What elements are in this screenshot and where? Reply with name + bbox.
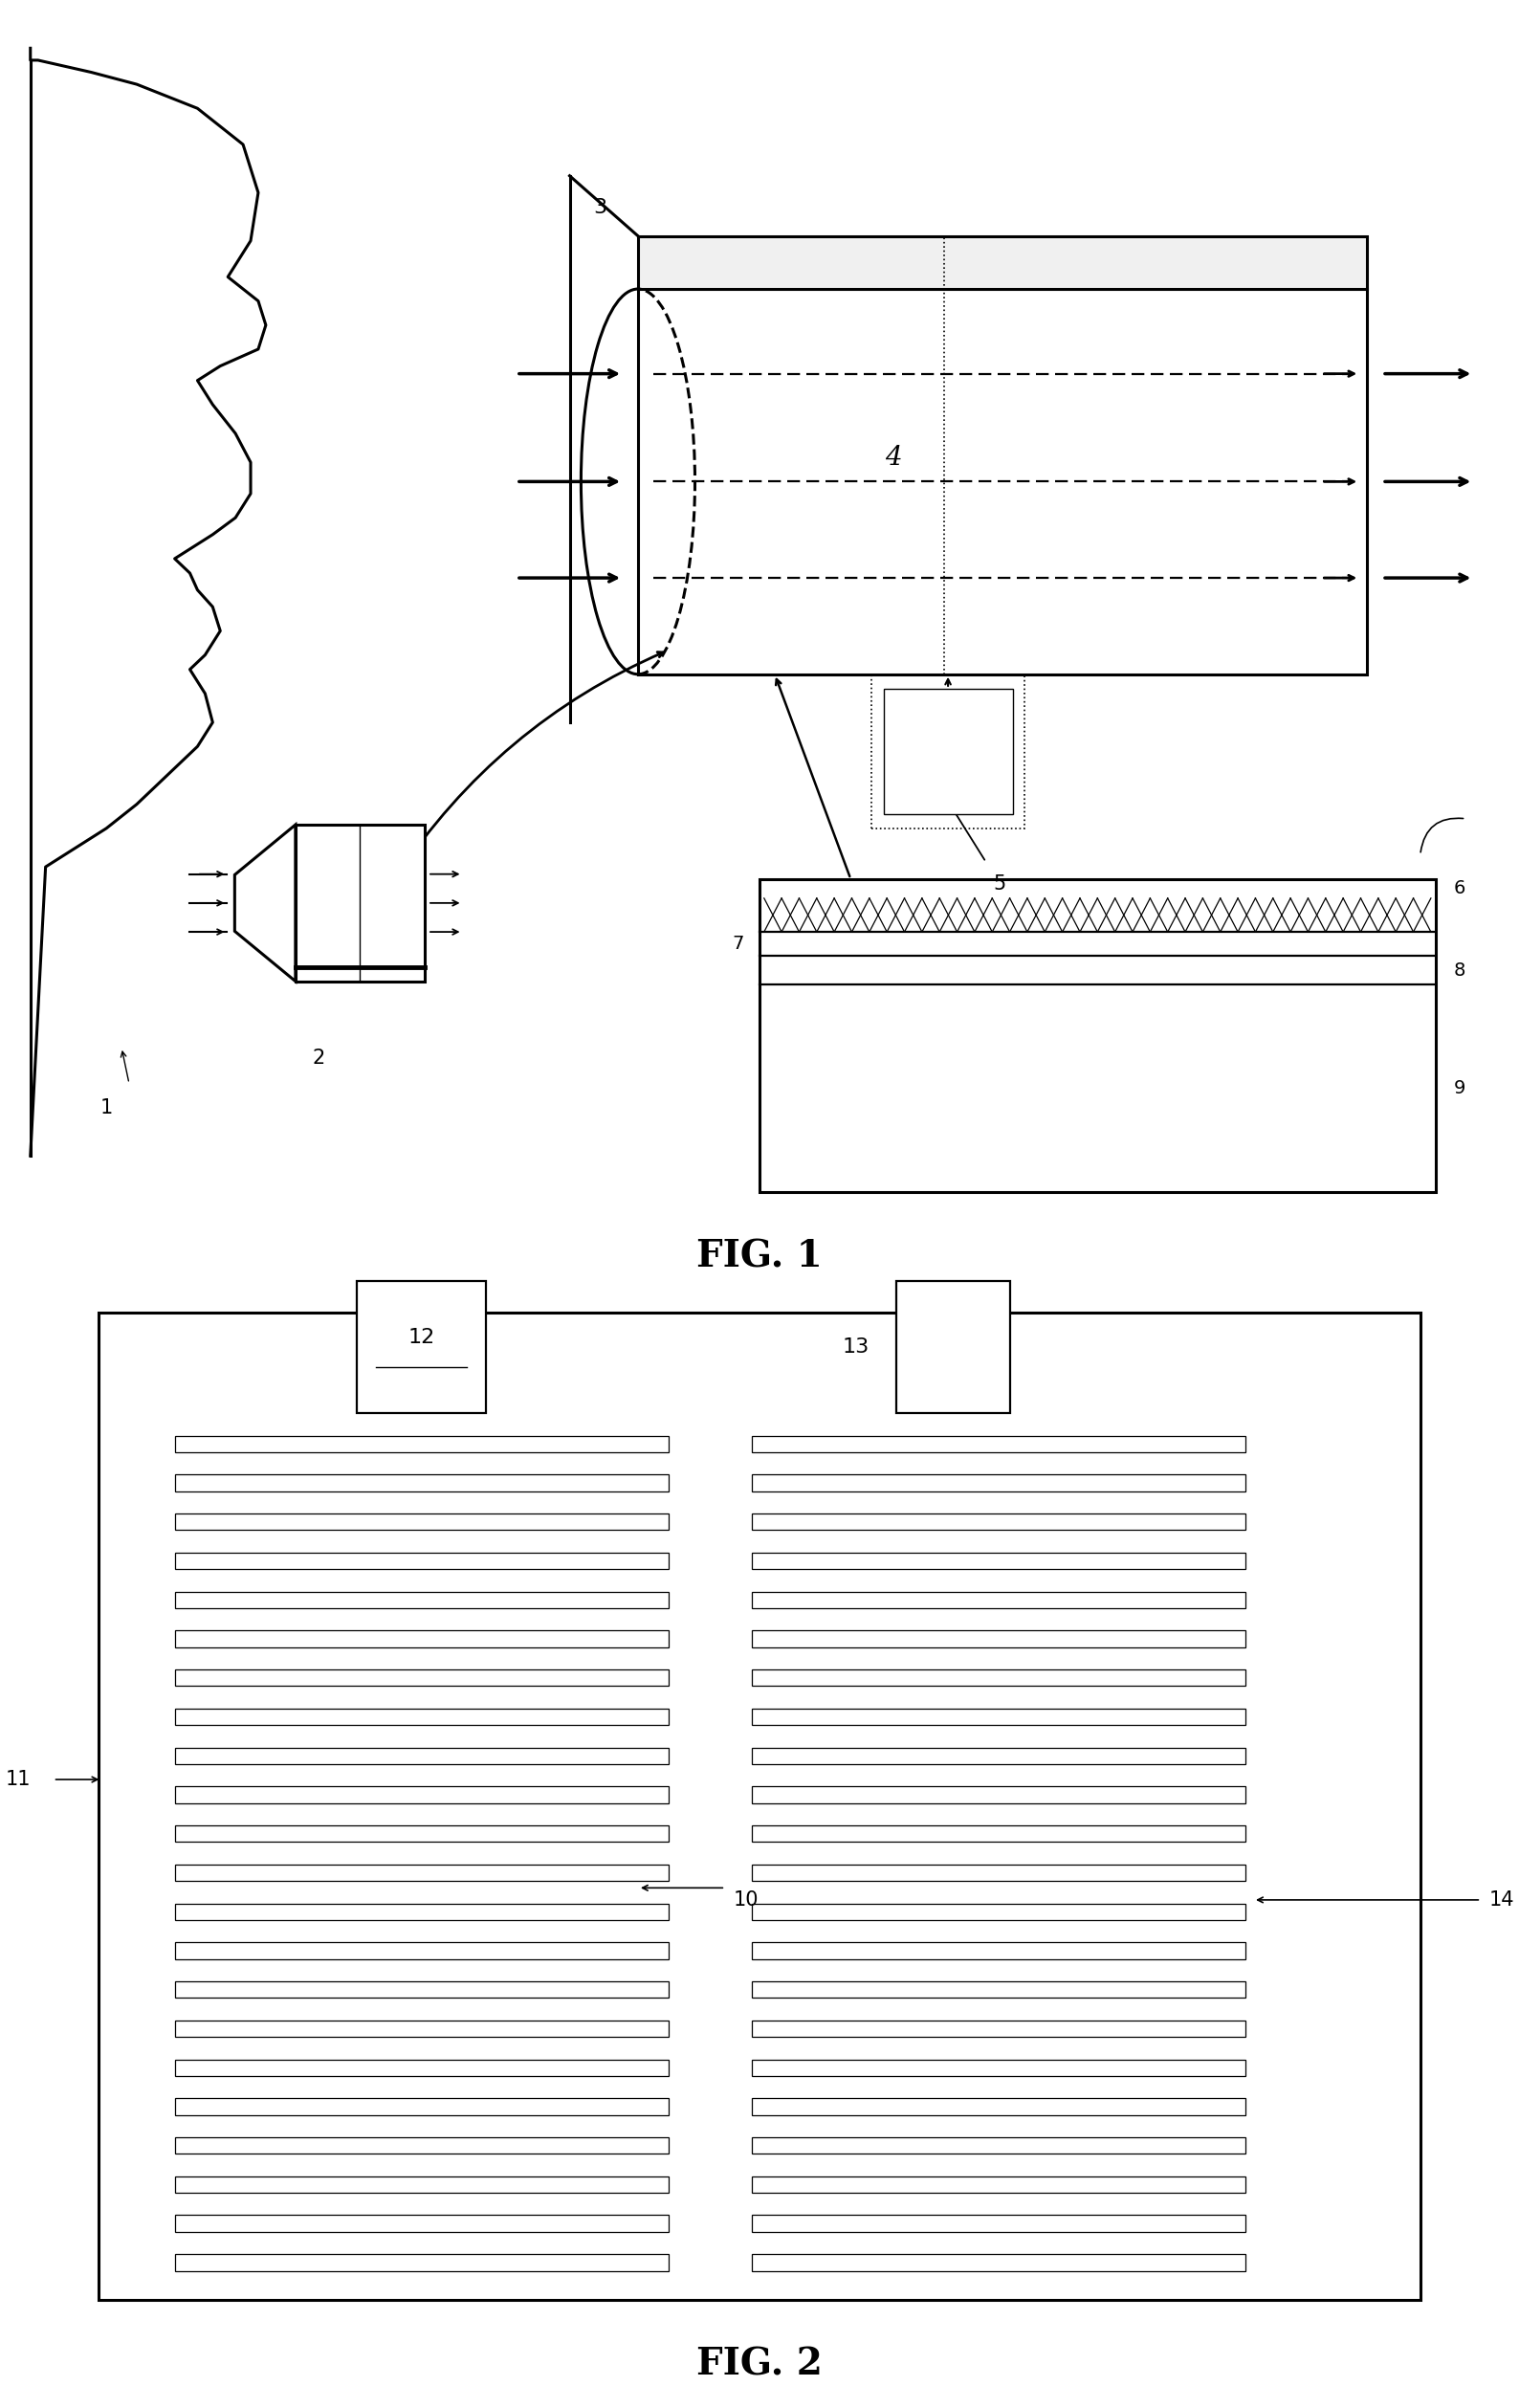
Bar — [175, 1943, 668, 1960]
Bar — [752, 1902, 1246, 1919]
Bar — [638, 236, 1367, 289]
Text: 3: 3 — [594, 197, 606, 217]
Text: 11: 11 — [5, 1770, 30, 1789]
Text: 13: 13 — [842, 1339, 869, 1356]
Bar — [175, 2254, 668, 2271]
Text: 6: 6 — [1454, 879, 1466, 898]
Bar — [175, 1515, 668, 1529]
Bar — [175, 2215, 668, 2232]
Bar — [175, 1630, 668, 1647]
Bar — [760, 879, 1435, 1192]
Text: 4: 4 — [884, 445, 902, 470]
Text: 8: 8 — [1454, 961, 1466, 980]
Bar — [752, 1710, 1246, 1724]
Bar — [752, 1748, 1246, 1765]
Bar — [175, 1864, 668, 1881]
Bar — [752, 2177, 1246, 2194]
Text: 12: 12 — [409, 1329, 434, 1346]
Bar — [752, 1787, 1246, 1804]
Bar — [752, 1825, 1246, 1842]
Bar — [752, 1982, 1246, 1999]
Bar — [884, 689, 1013, 814]
Bar — [175, 1592, 668, 1609]
Text: 10: 10 — [732, 1890, 758, 1910]
Bar — [752, 1943, 1246, 1960]
Bar — [175, 1748, 668, 1765]
Bar — [175, 1825, 668, 1842]
Bar — [752, 1630, 1246, 1647]
Bar — [175, 2097, 668, 2114]
Bar — [752, 2215, 1246, 2232]
Bar — [175, 2059, 668, 2076]
Text: FIG. 1: FIG. 1 — [697, 1238, 822, 1276]
Bar — [175, 1902, 668, 1919]
Text: 5: 5 — [993, 874, 1006, 893]
Bar — [175, 1787, 668, 1804]
Bar — [175, 1982, 668, 1999]
Bar — [357, 1281, 486, 1413]
Polygon shape — [234, 824, 295, 982]
Bar — [752, 1474, 1246, 1491]
Bar — [99, 1312, 1420, 2300]
Bar — [295, 826, 424, 982]
Text: 9: 9 — [1454, 1079, 1466, 1098]
Text: 14: 14 — [1489, 1890, 1514, 1910]
Bar — [175, 2177, 668, 2194]
Bar — [896, 1281, 1010, 1413]
Text: 1: 1 — [100, 1098, 112, 1117]
Bar — [175, 1710, 668, 1724]
Bar — [175, 1669, 668, 1686]
Bar — [752, 1515, 1246, 1529]
Bar — [175, 1435, 668, 1452]
Bar — [175, 2138, 668, 2153]
Bar — [752, 1669, 1246, 1686]
Bar — [752, 2020, 1246, 2037]
Text: FIG. 2: FIG. 2 — [696, 2345, 823, 2384]
Bar — [752, 2254, 1246, 2271]
Bar — [175, 2020, 668, 2037]
Text: 2: 2 — [313, 1050, 325, 1067]
Bar — [752, 2138, 1246, 2153]
Bar — [752, 1435, 1246, 1452]
Bar — [752, 2097, 1246, 2114]
Bar — [638, 289, 1367, 674]
Text: 7: 7 — [732, 934, 744, 954]
Bar — [752, 2059, 1246, 2076]
Bar — [872, 674, 1025, 828]
Bar — [752, 1592, 1246, 1609]
Bar — [175, 1553, 668, 1570]
Bar — [752, 1864, 1246, 1881]
Bar — [752, 1553, 1246, 1570]
Bar — [175, 1474, 668, 1491]
